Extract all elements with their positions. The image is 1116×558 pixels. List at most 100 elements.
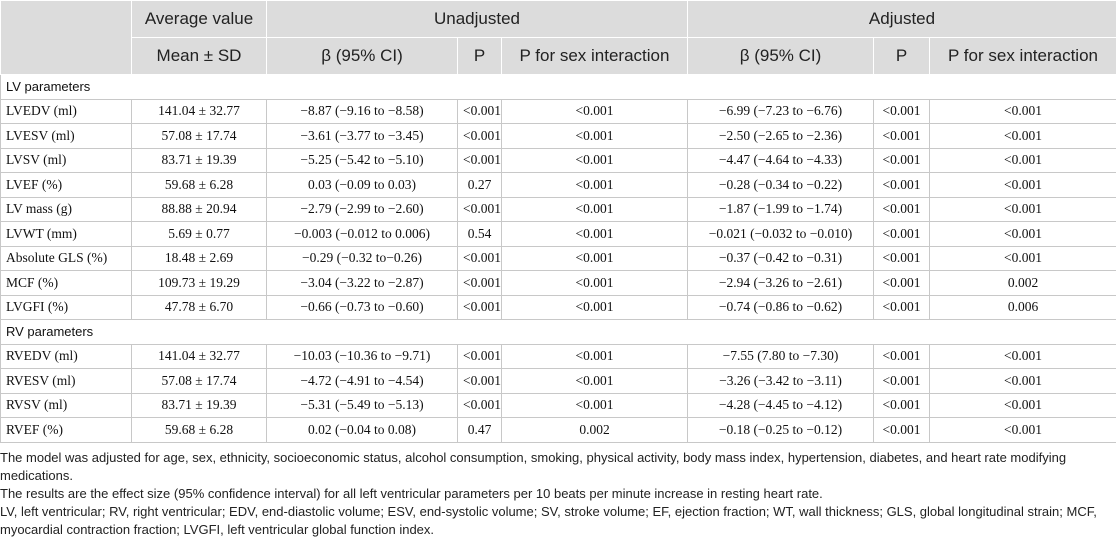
- cell: <0.001: [501, 98, 688, 124]
- footnote: The model was adjusted for age, sex, eth…: [0, 449, 1067, 483]
- cell: 0.47: [457, 417, 502, 443]
- table-header: Average value Unadjusted Adjusted Mean ± SD…: [0, 0, 1116, 75]
- data-row: RVEDV (ml) 141.04 ± 32.77 −10.03 (−10.36 t…: [0, 343, 1116, 369]
- cell: −2.79 (−2.99 to −2.60): [266, 196, 458, 222]
- cell: <0.001: [928, 196, 1116, 222]
- cell: −0.74 (−0.86 to −0.62): [687, 294, 874, 320]
- section-row: RV parameters: [0, 319, 1116, 345]
- cell: <0.001: [501, 368, 688, 394]
- cell: <0.001: [928, 417, 1116, 443]
- cell: −5.25 (−5.42 to −5.10): [266, 147, 458, 173]
- cell: 18.48 ± 2.69: [131, 245, 267, 271]
- cell: RVEDV (ml): [0, 343, 132, 369]
- data-row: MCF (%) 109.73 ± 19.29 −3.04 (−3.22 to −2.…: [0, 270, 1116, 296]
- cell: <0.001: [928, 172, 1116, 198]
- cell: 83.71 ± 19.39: [131, 147, 267, 173]
- cell: <0.001: [501, 221, 688, 247]
- cell: 0.006: [928, 294, 1116, 320]
- cell: −4.47 (−4.64 to −4.33): [687, 147, 874, 173]
- data-row: LVGFI (%) 47.78 ± 6.70 −0.66 (−0.73 to −0.…: [0, 294, 1116, 320]
- cell: <0.001: [457, 392, 502, 418]
- cell: 57.08 ± 17.74: [131, 123, 267, 149]
- footnote: The results are the effect size (95% con…: [0, 485, 823, 501]
- cell: 5.69 ± 0.77: [131, 221, 267, 247]
- cell: 59.68 ± 6.28: [131, 417, 267, 443]
- cell: <0.001: [501, 270, 688, 296]
- cell: <0.001: [457, 343, 502, 369]
- cell: LVEDV (ml): [0, 98, 132, 124]
- footnote: LV, left ventricular; RV, right ventricu…: [0, 503, 1097, 537]
- data-row: LV mass (g) 88.88 ± 20.94 −2.79 (−2.99 to …: [0, 196, 1116, 222]
- footnotes: The model was adjusted for age, sex, eth…: [0, 449, 1116, 539]
- cell: LVESV (ml): [0, 123, 132, 149]
- data-row: RVEF (%) 59.68 ± 6.28 0.02 (−0.04 to 0.08)…: [0, 417, 1116, 443]
- cell: <0.001: [873, 172, 930, 198]
- cell: <0.001: [501, 196, 688, 222]
- cell: <0.001: [873, 123, 930, 149]
- cell: <0.001: [928, 392, 1116, 418]
- cell: RVESV (ml): [0, 368, 132, 394]
- cell: −0.66 (−0.73 to −0.60): [266, 294, 458, 320]
- header-cell: Adjusted: [686, 0, 1116, 38]
- cell: <0.001: [928, 147, 1116, 173]
- cell: <0.001: [457, 123, 502, 149]
- cell: 59.68 ± 6.28: [131, 172, 267, 198]
- cell: <0.001: [457, 294, 502, 320]
- cell: <0.001: [873, 147, 930, 173]
- cell: <0.001: [873, 245, 930, 271]
- cell: <0.001: [873, 196, 930, 222]
- cell: <0.001: [457, 368, 502, 394]
- cell: 109.73 ± 19.29: [131, 270, 267, 296]
- cell: −10.03 (−10.36 to −9.71): [266, 343, 458, 369]
- header-cell: Unadjusted: [266, 0, 688, 38]
- header-cell: [0, 0, 132, 75]
- cell: −2.94 (−3.26 to −2.61): [687, 270, 874, 296]
- cell: Absolute GLS (%): [0, 245, 132, 271]
- cell: <0.001: [873, 221, 930, 247]
- cell: <0.001: [928, 245, 1116, 271]
- cell: −6.99 (−7.23 to −6.76): [687, 98, 874, 124]
- cell: −4.72 (−4.91 to −4.54): [266, 368, 458, 394]
- cell: 0.002: [928, 270, 1116, 296]
- table-body: LV parameters LVEDV (ml) 141.04 ± 32.77 −8.…: [0, 74, 1116, 443]
- cell: −8.87 (−9.16 to −8.58): [266, 98, 458, 124]
- cell: <0.001: [457, 270, 502, 296]
- cell: 57.08 ± 17.74: [131, 368, 267, 394]
- cell: MCF (%): [0, 270, 132, 296]
- header-cell: Average value: [131, 0, 267, 38]
- cell: 0.54: [457, 221, 502, 247]
- cell: −3.26 (−3.42 to −3.11): [687, 368, 874, 394]
- data-row: Absolute GLS (%) 18.48 ± 2.69 −0.29 (−0.32…: [0, 245, 1116, 271]
- cell: −0.021 (−0.032 to −0.010): [687, 221, 874, 247]
- cell: <0.001: [457, 196, 502, 222]
- cell: <0.001: [873, 294, 930, 320]
- header-row: Average value Unadjusted Adjusted: [0, 0, 1116, 75]
- cell: <0.001: [928, 221, 1116, 247]
- data-row: LVESV (ml) 57.08 ± 17.74 −3.61 (−3.77 to −…: [0, 123, 1116, 149]
- cell: 47.78 ± 6.70: [131, 294, 267, 320]
- header-row: Mean ± SD β (95% CI) P P for sex interactio…: [1, 37, 1116, 75]
- cell: <0.001: [501, 343, 688, 369]
- cell: <0.001: [501, 172, 688, 198]
- cell: <0.001: [928, 98, 1116, 124]
- header-cell: P for sex interaction: [501, 37, 688, 75]
- cell: −2.50 (−2.65 to −2.36): [687, 123, 874, 149]
- cell: 0.02 (−0.04 to 0.08): [266, 417, 458, 443]
- cell: −3.04 (−3.22 to −2.87): [266, 270, 458, 296]
- cell: <0.001: [501, 147, 688, 173]
- cell: <0.001: [873, 270, 930, 296]
- cell: 141.04 ± 32.77: [131, 343, 267, 369]
- cell: <0.001: [457, 98, 502, 124]
- cell: 0.27: [457, 172, 502, 198]
- cell: <0.001: [928, 368, 1116, 394]
- header-cell: β (95% CI): [687, 37, 874, 75]
- cell: <0.001: [501, 245, 688, 271]
- cell: LVWT (mm): [0, 221, 132, 247]
- data-row: RVESV (ml) 57.08 ± 17.74 −4.72 (−4.91 to −…: [0, 368, 1116, 394]
- results-table: Average value Unadjusted Adjusted Mean ± SD…: [0, 0, 1116, 443]
- data-row: LVWT (mm) 5.69 ± 0.77 −0.003 (−0.012 to 0.…: [0, 221, 1116, 247]
- header-cell: P for sex interaction: [928, 37, 1116, 75]
- cell: 0.03 (−0.09 to 0.03): [266, 172, 458, 198]
- cell: −0.28 (−0.34 to −0.22): [687, 172, 874, 198]
